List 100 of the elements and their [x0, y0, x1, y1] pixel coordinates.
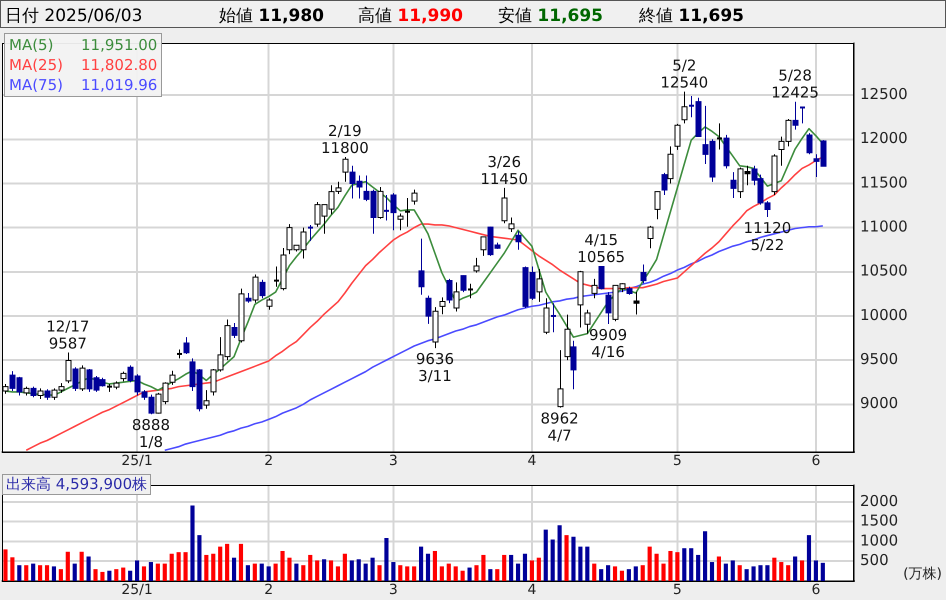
- bar: [3, 549, 8, 581]
- text: 始値 11,980: [219, 5, 324, 27]
- candlestick: [468, 283, 473, 299]
- bar: [495, 569, 500, 581]
- bar: [758, 565, 763, 581]
- bar: [86, 556, 91, 581]
- bar: [170, 554, 174, 581]
- bar: [668, 550, 673, 581]
- bar: [800, 560, 804, 581]
- bar: [274, 564, 278, 581]
- bar: [592, 564, 596, 581]
- bar: [31, 564, 36, 581]
- bar: [238, 544, 244, 581]
- bar: [384, 538, 389, 581]
- text: 終値 11,695: [639, 5, 744, 27]
- bar: [225, 544, 230, 581]
- bar: [460, 570, 465, 581]
- bar: [710, 562, 714, 581]
- x-tick-label: 2: [264, 582, 274, 598]
- bar: [454, 566, 458, 581]
- bar: [211, 554, 216, 581]
- bar: [751, 566, 756, 581]
- x-tick-label: 3: [388, 453, 398, 470]
- y-tick-label: 500: [860, 551, 889, 570]
- bar: [509, 554, 514, 581]
- bar: [336, 566, 340, 581]
- bar: [266, 566, 271, 581]
- annotation: 4/15 10565: [577, 231, 626, 266]
- bar: [342, 554, 347, 581]
- bar: [564, 535, 569, 581]
- bar: [530, 560, 534, 581]
- bar: [502, 554, 506, 581]
- bar: [578, 546, 582, 581]
- annotation: 出来高 4,593,900株: [2, 474, 152, 495]
- bar: [640, 565, 645, 581]
- bar: [544, 530, 548, 581]
- bar: [197, 535, 202, 581]
- bar: [689, 548, 694, 581]
- bar: [558, 525, 562, 581]
- bar: [232, 558, 236, 581]
- y-axis-title: (万株): [903, 566, 942, 582]
- bar: [696, 554, 700, 581]
- text: 日付 2025/06/03: [5, 5, 142, 27]
- bar: [626, 569, 631, 581]
- bar: [114, 569, 118, 581]
- annotation: 5/2 12540: [660, 56, 708, 92]
- y-tick-label: 9000: [860, 394, 898, 412]
- text: MA(75) 11,019.96: [9, 76, 158, 94]
- bar: [412, 566, 416, 581]
- bar: [606, 565, 610, 581]
- annotation: 8962 4/7: [540, 410, 579, 445]
- x-tick-label: 5: [672, 582, 682, 598]
- bar: [716, 556, 722, 581]
- bar: [474, 565, 479, 581]
- x-tick-label: 4: [527, 582, 536, 598]
- bar: [571, 536, 576, 581]
- bar: [280, 550, 285, 581]
- bar: [308, 554, 312, 581]
- bar: [218, 546, 222, 581]
- bar: [183, 552, 188, 581]
- bar: [93, 569, 98, 581]
- bar: [80, 552, 84, 581]
- bar: [17, 565, 22, 581]
- annotation: 9636 3/11: [416, 350, 454, 386]
- y-tick-label: 9500: [860, 350, 898, 368]
- text: MA(25) 11,802.80: [9, 56, 158, 74]
- bar: [446, 564, 451, 581]
- bar: [806, 535, 812, 581]
- bar: [585, 546, 590, 581]
- x-tick-label: 5: [672, 453, 682, 470]
- bar: [128, 570, 132, 581]
- y-tick-label: 11500: [860, 173, 908, 192]
- y-tick-label: 10000: [860, 306, 908, 324]
- bar: [654, 554, 659, 581]
- bar: [260, 564, 264, 581]
- bar: [364, 564, 368, 581]
- candlestick: [308, 224, 313, 242]
- bar: [634, 566, 638, 581]
- bar: [550, 540, 555, 581]
- bar: [162, 564, 167, 581]
- bar: [772, 558, 776, 581]
- bar: [328, 560, 334, 581]
- bar: [370, 558, 375, 581]
- bar: [294, 564, 298, 581]
- bar: [156, 564, 160, 581]
- bar: [467, 568, 472, 581]
- bar: [246, 565, 250, 581]
- bar: [730, 560, 735, 581]
- bar: [779, 562, 784, 581]
- bar: [350, 560, 354, 581]
- annotation: 12/17 9587: [46, 317, 90, 352]
- bar: [432, 550, 438, 581]
- bar: [612, 566, 618, 581]
- bar: [148, 562, 154, 581]
- y-tick-label: 1000: [860, 531, 898, 550]
- bar: [418, 546, 424, 581]
- bar: [252, 564, 257, 581]
- bar: [786, 565, 790, 581]
- bar: [724, 564, 728, 581]
- candlestick: [800, 106, 805, 124]
